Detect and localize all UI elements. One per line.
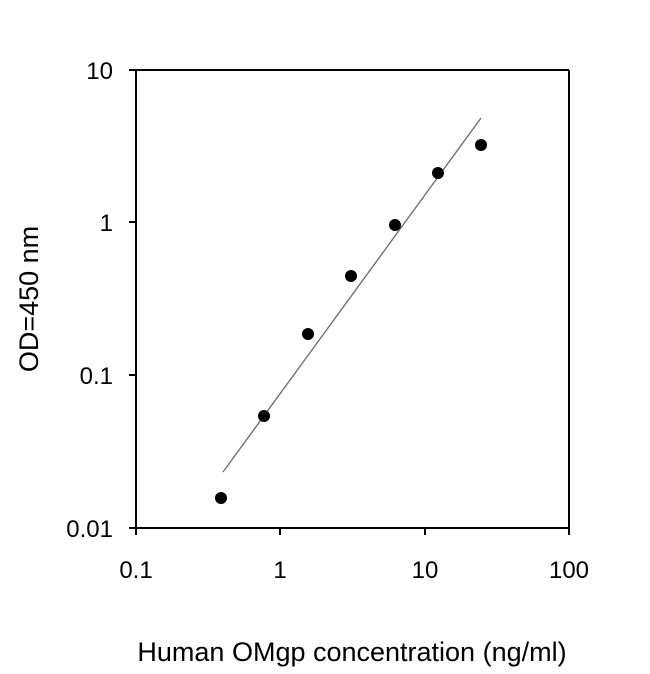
plot-frame [135,69,570,529]
data-point [432,167,444,179]
x-tick-label: 100 [549,557,589,584]
data-points [215,139,487,504]
x-tick-label: 0.1 [119,557,152,584]
data-point [258,410,270,422]
data-point [389,219,401,231]
x-axis-title: Human OMgp concentration (ng/ml) [137,637,566,667]
data-point [302,328,314,340]
x-axis-ticks [135,528,570,535]
y-axis-ticks [129,69,136,529]
y-tick-label: 10 [86,58,113,85]
data-point [215,492,227,504]
data-point [345,270,357,282]
y-tick-label: 0.01 [66,516,113,543]
y-tick-label: 1 [100,210,113,237]
y-axis-tick-labels: 10 1 0.1 0.01 [66,58,113,543]
x-tick-label: 1 [273,557,286,584]
x-tick-label: 10 [412,557,439,584]
x-axis-tick-labels: 0.1 1 10 100 [119,557,589,584]
y-axis-title: OD=450 nm [14,226,44,372]
y-tick-label: 0.1 [80,363,113,390]
data-point [475,139,487,151]
